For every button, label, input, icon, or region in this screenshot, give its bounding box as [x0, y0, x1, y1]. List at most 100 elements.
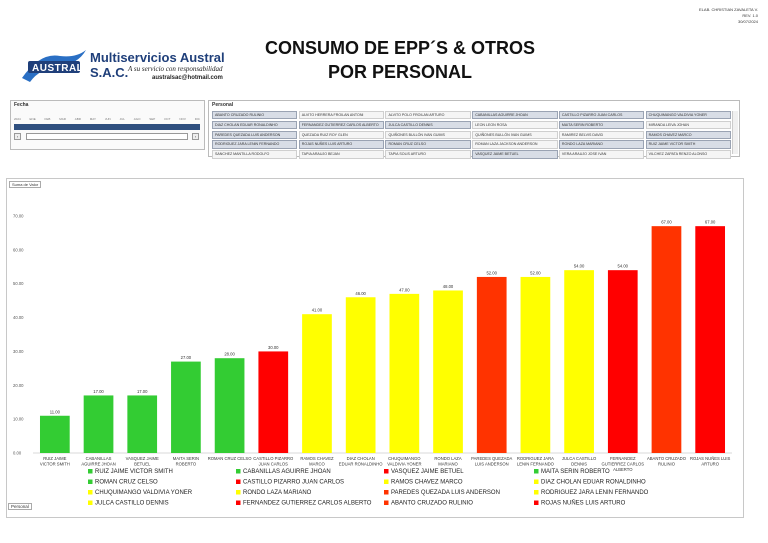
date-timeline-bar[interactable]	[14, 124, 200, 130]
page-title: CONSUMO DE EPP´S & OTROS POR PERSONAL	[230, 36, 570, 84]
personnel-item[interactable]: RAMIREZ BELVIS DAVID	[558, 130, 645, 139]
bar	[564, 270, 594, 453]
legend-swatch	[384, 469, 389, 474]
personnel-item[interactable]: CABANILLAS AGUIRRE JHOAN	[472, 111, 558, 120]
data-label: 67.00	[661, 220, 672, 225]
date-tick-label: ABR	[74, 117, 81, 121]
x-tick-label: RUIZ JAIME VICTOR SMITH	[40, 456, 70, 467]
data-label: 52.00	[486, 270, 497, 275]
date-filter-label: Fecha	[14, 102, 29, 108]
legend-entry: DIAZ CHOLAN EDUAR RONALDINHO	[541, 480, 646, 486]
personnel-item[interactable]: CASTILLO PIZARRO JUAN CARLOS	[558, 111, 645, 120]
x-tick-label: ABANTO CRUZADO RULINIO	[647, 456, 687, 467]
axis-field-label[interactable]: Personal	[8, 503, 32, 510]
legend-entry: ABANTO CRUZADO RULINIO	[391, 501, 473, 507]
y-tick-label: 30.00	[13, 349, 24, 354]
legend-swatch	[88, 479, 93, 484]
personnel-item[interactable]: TAPIA SOLIS ARTURO	[385, 150, 471, 159]
personnel-item[interactable]: CHUQUIMANGO VALDIVIA YONER	[645, 111, 731, 120]
personnel-item[interactable]: SANCHEZ MANTILLA RODOLFO	[212, 150, 298, 159]
scroll-right-icon[interactable]: ›	[192, 133, 199, 140]
bar	[433, 290, 463, 453]
data-label: 30.00	[268, 345, 279, 350]
personnel-item[interactable]: VILCHEZ ZAPATA RENZO ALONSO	[645, 150, 731, 159]
data-label: 27.00	[181, 355, 192, 360]
personnel-filter: Personal ABANTO CRUZADO RULINIO ALVITO HE…	[208, 100, 740, 159]
personnel-item[interactable]: VASQUEZ JAIME BETUEL	[472, 150, 558, 159]
data-label: 11.00	[50, 409, 61, 414]
personnel-scrollbar[interactable]	[732, 111, 738, 154]
date-filter[interactable]: Fecha 2024 ENE FEB MAR ABR MAY JUN JUL AGO SEP OCT…	[10, 100, 205, 150]
x-tick-label: JULCA CASTILLO DENNIS	[562, 456, 597, 467]
bar	[258, 351, 289, 453]
personnel-item[interactable]: PAREDES QUEZADA LUIS ANDERSON	[212, 130, 298, 139]
bar	[520, 276, 551, 453]
date-tick-label: 2024	[14, 117, 21, 121]
report-date: 30/07/2024	[737, 19, 758, 24]
legend-entry: RAMOS CHAVEZ MARCO	[391, 480, 463, 486]
date-tick-label: DIC	[194, 117, 200, 121]
legend-entry: ROJAS NUÑES LUIS ARTURO	[541, 500, 626, 507]
personnel-item[interactable]: ROMAN LAZA JACKSON ANDERSON	[472, 140, 558, 149]
date-tick-label: OCT	[164, 117, 171, 121]
personnel-item[interactable]: QUIÑONES BULLÓN IVAN GUIMS	[385, 130, 471, 139]
legend-swatch	[534, 469, 539, 474]
y-tick-label: 60.00	[13, 247, 24, 252]
x-tick-label: CABANILLAS AGUIRRE JHOAN	[81, 456, 115, 467]
data-label: 54.00	[618, 264, 629, 269]
personnel-item[interactable]: ALVITO HERRERA FROILAN ANTONI	[298, 111, 385, 120]
data-label: 67.00	[705, 220, 716, 225]
data-label: 48.00	[443, 284, 454, 289]
personnel-item[interactable]: RODRIGUEZ JARA LENIN FERNANDO	[212, 140, 298, 149]
austral-logo-icon	[22, 50, 86, 82]
x-tick-label: ROMAN CRUZ CELSO	[208, 456, 252, 461]
measure-field-label[interactable]: Suma de Valor	[9, 181, 42, 188]
personnel-item[interactable]: ROJAS NUÑES LUIS ARTURO	[298, 140, 385, 149]
title-line-1: CONSUMO DE EPP´S & OTROS	[264, 38, 536, 58]
personnel-item[interactable]: ROMAN CRUZ CELSO	[385, 140, 471, 149]
personnel-item[interactable]: DIAZ CHOLAN EDUAR RONALDINHO	[212, 120, 298, 130]
company-tagline: A su servicio con responsabilidad	[128, 65, 223, 73]
x-tick-label: DIAZ CHOLAN EDUAR RONALDINHO	[339, 456, 383, 467]
data-label: 17.00	[93, 389, 104, 394]
personnel-item[interactable]: RAMOS CHAVEZ MARCO	[645, 130, 731, 139]
personnel-item[interactable]: TAPIA ARAUJO BEJAN	[298, 150, 385, 159]
company-email: australsac@hotmail.com	[152, 75, 223, 81]
x-tick-label: MAITA SERIN ROBERTO	[173, 456, 199, 467]
legend-swatch	[384, 490, 389, 495]
date-tick-label: JUL	[119, 117, 125, 121]
x-tick-label: CASTILLO PIZARRO JUAN CARLOS	[253, 456, 294, 467]
x-tick-label: VASQUEZ JAIME BETUEL	[126, 456, 159, 467]
date-tick-label: ENE	[29, 117, 36, 121]
bar	[651, 226, 682, 453]
data-label: 17.00	[137, 389, 148, 394]
data-label: 46.00	[355, 291, 366, 296]
y-tick-label: 0.00	[13, 451, 22, 456]
legend-entry: MAITA SERIN ROBERTO	[541, 469, 610, 475]
personnel-item[interactable]: VERA ARAUJO JOSE IVAN	[558, 150, 645, 159]
personnel-item[interactable]: MIRANDA LEIVA JOHAN	[645, 120, 731, 130]
personnel-item[interactable]: RUIZ JAIME VICTOR SMITH	[645, 140, 731, 149]
date-range-slider[interactable]	[26, 133, 188, 140]
legend-entry: JULCA CASTILLO DENNIS	[95, 501, 169, 507]
personnel-item[interactable]: FERNANDEZ GUTIERREZ CARLOS ALBERTO	[298, 120, 385, 130]
personnel-item[interactable]: RONDO LAZA MARIANO	[558, 140, 645, 149]
personnel-item[interactable]: ALVITO POLO FROILAN ARTURO	[385, 111, 471, 120]
date-tick-label: FEB	[44, 117, 51, 121]
legend-entry: CASTILLO PIZARRO JUAN CARLOS	[243, 480, 344, 486]
personnel-item[interactable]: LEON LEON ROSA	[472, 120, 558, 130]
legend-entry: PAREDES QUEZADA LUIS ANDERSON	[391, 490, 500, 496]
data-label: 41.00	[312, 308, 323, 313]
elaborated-by: ELAB. CHRISTIAN ZAVALETA V.	[699, 7, 758, 12]
personnel-item[interactable]: JULCA CASTILLO DENNIS	[385, 120, 471, 130]
personnel-item[interactable]: ABANTO CRUZADO RULINIO	[212, 111, 298, 120]
y-tick-label: 20.00	[13, 383, 24, 388]
personnel-item[interactable]: QUIÑONES BULLÓN IVAN GUIMS	[472, 130, 558, 139]
scroll-left-icon[interactable]: ‹	[14, 133, 21, 140]
bar	[83, 395, 114, 453]
y-tick-label: 10.00	[13, 417, 24, 422]
personnel-item[interactable]: QUEZADA RUIZ ROY GLEN	[298, 130, 385, 139]
personnel-item[interactable]: MAITA SERIN ROBERTO	[558, 120, 645, 130]
x-tick-label: CHUQUIMANGO VALDIVIA YONER	[387, 456, 421, 467]
